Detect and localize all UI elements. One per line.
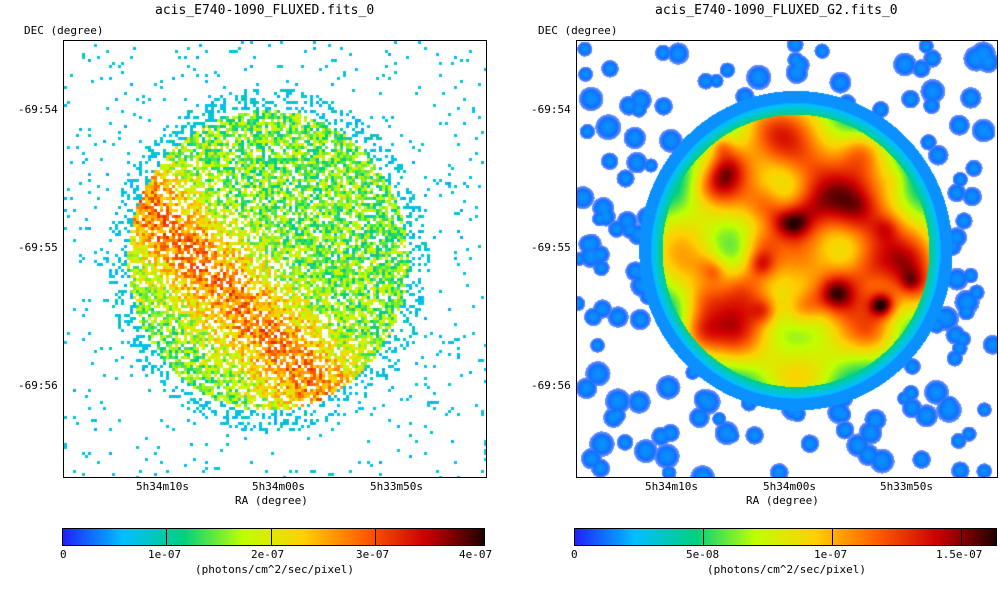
panel-right-colorbar-tick-2 — [832, 528, 833, 546]
panel-left-colorbar — [62, 528, 485, 546]
panel-left-colorbar-label-3: 3e-07 — [356, 548, 390, 561]
panel-right-colorbar-label-0: 0 — [571, 548, 578, 561]
panel-left-ytick-1: -69:54 — [18, 103, 58, 116]
panel-left-ytick-2: -69:55 — [18, 241, 58, 254]
panel-right-colorbar-tick-1 — [703, 528, 704, 546]
panel-left-colorbar-label-0: 0 — [60, 548, 67, 561]
panel-right-image[interactable] — [576, 40, 998, 478]
panel-right-title: acis_E740-1090_FLUXED_G2.fits_0 — [655, 3, 898, 18]
panel-right-colorbar-units: (photons/cm^2/sec/pixel) — [707, 563, 866, 576]
panel-right-xtick-3: 5h33m50s — [880, 480, 933, 493]
panel-right-smoothed-image — [577, 41, 997, 477]
panel-left-image[interactable] — [63, 40, 487, 478]
panel-right-colorbar-label-1: 5e-08 — [686, 548, 720, 561]
panel-left-xtick-1: 5h34m10s — [136, 480, 189, 493]
panel-left-xtick-3: 5h33m50s — [370, 480, 423, 493]
panel-left-xtick-2: 5h34m00s — [252, 480, 305, 493]
panel-left-ra-axis-label: RA (degree) — [235, 494, 308, 507]
panel-left-colorbar-tick-2 — [271, 528, 272, 546]
panel-right-colorbar-tick-3 — [961, 528, 962, 546]
panel-right-ytick-1: -69:54 — [531, 103, 571, 116]
panel-left-dec-axis-label: DEC (degree) — [24, 24, 104, 37]
panel-left-colorbar-tick-3 — [375, 528, 376, 546]
panel-left-ytick-3: -69:56 — [18, 379, 58, 392]
panel-left-colorbar-label-2: 2e-07 — [251, 548, 285, 561]
panel-left-noisy-image — [64, 41, 486, 477]
panel-left-colorbar-units: (photons/cm^2/sec/pixel) — [195, 563, 354, 576]
panel-left-title: acis_E740-1090_FLUXED.fits_0 — [155, 3, 375, 18]
panel-right-ra-axis-label: RA (degree) — [746, 494, 819, 507]
panel-right-ytick-2: -69:55 — [531, 241, 571, 254]
panel-right-colorbar-label-3: 1.5e-07 — [936, 548, 983, 561]
panel-right-colorbar-label-2: 1e-07 — [814, 548, 848, 561]
panel-right-ytick-3: -69:56 — [531, 379, 571, 392]
panel-left-colorbar-label-1: 1e-07 — [148, 548, 182, 561]
panel-right-colorbar — [574, 528, 997, 546]
panel-right-xtick-2: 5h34m00s — [763, 480, 816, 493]
panel-right-dec-axis-label: DEC (degree) — [538, 24, 618, 37]
panel-right-xtick-1: 5h34m10s — [645, 480, 698, 493]
panel-left-colorbar-tick-1 — [166, 528, 167, 546]
panel-left-colorbar-label-4: 4e-07 — [459, 548, 493, 561]
